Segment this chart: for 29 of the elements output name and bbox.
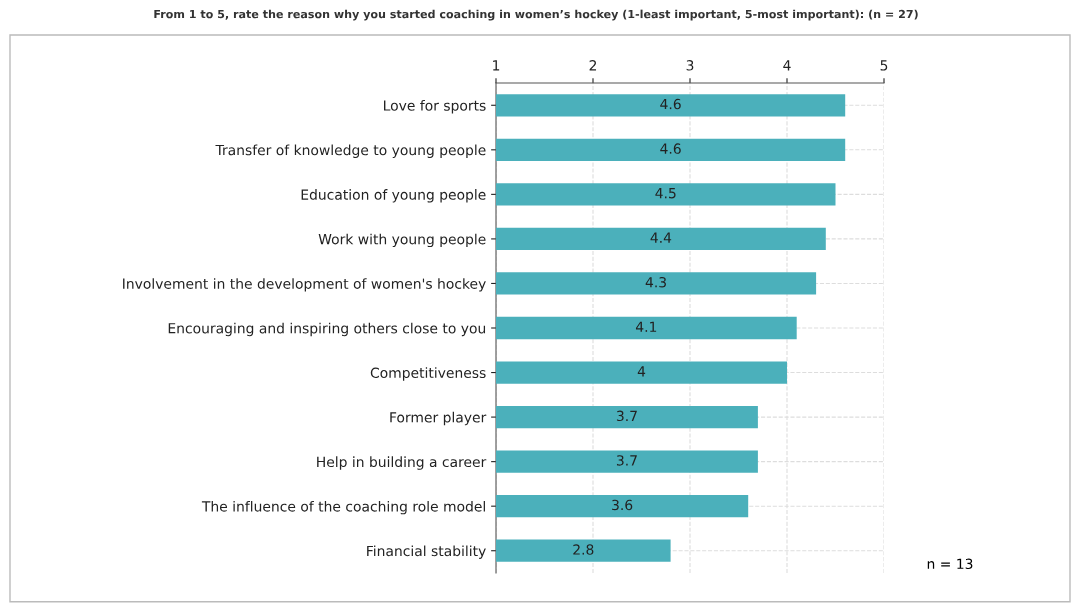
x-tick-label: 4 xyxy=(783,60,791,71)
y-tick-label: Encouraging and inspiring others close to you xyxy=(168,322,486,337)
chart-title: From 1 to 5, rate the reason why you started coaching in women’s hockey (1-least important, 5-most important): (n = 27) xyxy=(154,9,918,21)
y-tick-label: Help in building a career xyxy=(317,456,487,470)
y-tick-label: The influence of the coaching role model xyxy=(201,500,485,515)
x-tick-label: 2 xyxy=(589,60,597,71)
data-label: 3.6 xyxy=(612,499,633,511)
data-label: 3.7 xyxy=(616,410,637,422)
y-tick-label: Competitiveness xyxy=(370,367,486,381)
data-label: 4.4 xyxy=(650,232,672,243)
data-label: 2.8 xyxy=(573,544,594,555)
x-tick-label: 5 xyxy=(880,60,888,71)
x-tick-label: 3 xyxy=(686,60,694,71)
y-tick-label: Transfer of knowledge to young people xyxy=(215,144,486,158)
data-label: 4.5 xyxy=(655,188,676,199)
y-tick-label: Financial stability xyxy=(367,545,486,559)
y-tick-label: Education of young people xyxy=(301,189,486,203)
y-tick-label: Work with young people xyxy=(318,233,486,248)
data-label: 4.3 xyxy=(645,276,666,288)
y-tick-label: Involvement in the development of women's hockey xyxy=(123,278,486,292)
data-label: 4.6 xyxy=(660,143,681,154)
data-label: 4.1 xyxy=(635,321,657,332)
y-tick-label: Former player xyxy=(390,411,487,426)
data-label: 4.6 xyxy=(660,98,681,110)
text: n = 13 xyxy=(927,558,973,570)
y-tick-label: Love for sports xyxy=(384,100,486,114)
x-tick-label: 1 xyxy=(493,60,500,71)
data-label: 4 xyxy=(637,366,646,377)
data-label: 3.7 xyxy=(616,455,637,466)
